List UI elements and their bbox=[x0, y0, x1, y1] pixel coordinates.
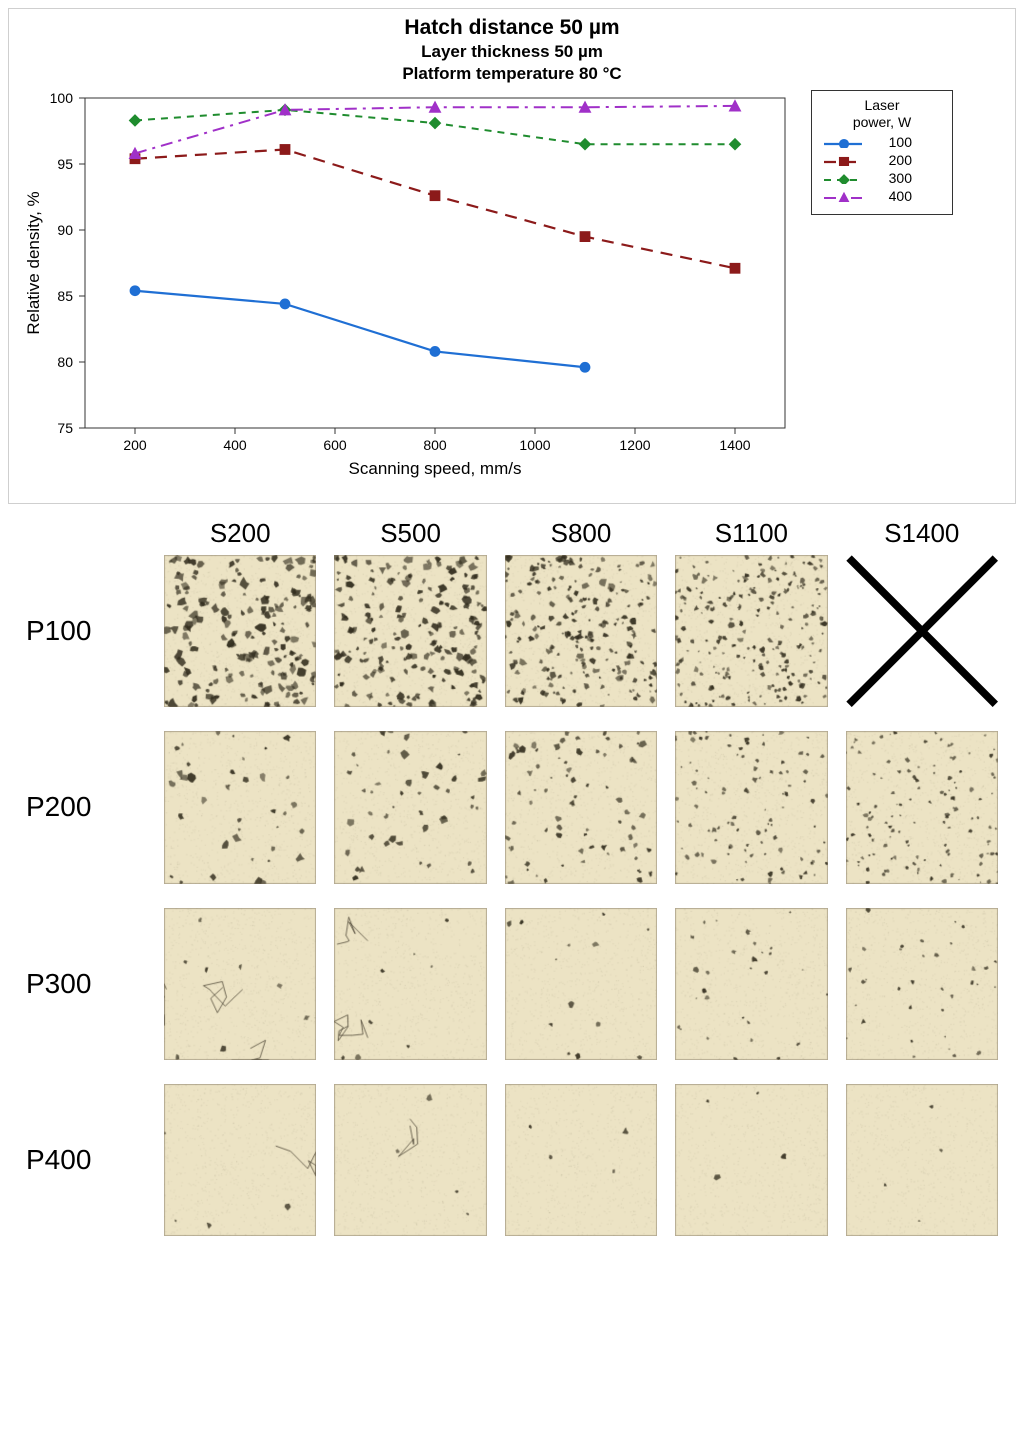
legend: Laser power, W 100 200 300 400 bbox=[811, 90, 953, 216]
row-label: P400 bbox=[26, 1146, 146, 1174]
row-label: P100 bbox=[26, 617, 146, 645]
micrograph-image bbox=[164, 731, 316, 883]
micrograph-image bbox=[334, 1084, 486, 1236]
legend-swatch bbox=[822, 136, 862, 148]
legend-label: 300 bbox=[872, 170, 912, 186]
micrograph-image bbox=[334, 731, 486, 883]
chart-title: Hatch distance 50 µm bbox=[15, 15, 1009, 41]
micrograph-row: P100 bbox=[26, 555, 998, 707]
svg-text:400: 400 bbox=[223, 437, 247, 453]
column-header: S800 bbox=[505, 518, 657, 549]
micrograph-image bbox=[164, 1084, 316, 1236]
row-label: P200 bbox=[26, 793, 146, 821]
micrograph-image bbox=[675, 908, 827, 1060]
svg-text:1400: 1400 bbox=[719, 437, 750, 453]
micrograph-tile bbox=[164, 908, 316, 1060]
micrograph-image bbox=[505, 908, 657, 1060]
micrograph-grid: S200 S500 S800 S1100 S1400 P100 P200 P300 P400 bbox=[26, 518, 998, 1237]
chart-body: 200 400 600 800 1000 1200 1400 75 80 85 90 95 100 Sca… bbox=[15, 90, 1009, 497]
legend-label: 100 bbox=[872, 134, 912, 150]
micrograph-tile bbox=[164, 1084, 316, 1236]
svg-text:Scanning speed, mm/s: Scanning speed, mm/s bbox=[349, 459, 522, 478]
chart-titles: Hatch distance 50 µm Layer thickness 50 … bbox=[15, 15, 1009, 84]
micrograph-row: P400 bbox=[26, 1084, 998, 1236]
svg-text:Relative density, %: Relative density, % bbox=[24, 191, 43, 334]
svg-text:85: 85 bbox=[57, 288, 73, 304]
legend-label: 400 bbox=[872, 188, 912, 204]
density-line-chart: 200 400 600 800 1000 1200 1400 75 80 85 90 95 100 Sca… bbox=[15, 90, 797, 492]
micrograph-tile bbox=[846, 731, 998, 883]
row-label: P300 bbox=[26, 970, 146, 998]
legend-item: 100 bbox=[822, 134, 942, 150]
micrograph-tile bbox=[334, 731, 486, 883]
micrograph-tile bbox=[505, 1084, 657, 1236]
legend-swatch bbox=[822, 172, 862, 184]
micrograph-tile bbox=[505, 731, 657, 883]
density-chart-panel: Hatch distance 50 µm Layer thickness 50 … bbox=[8, 8, 1016, 504]
micrograph-image bbox=[505, 731, 657, 883]
micrograph-image bbox=[164, 908, 316, 1060]
micrograph-image bbox=[505, 555, 657, 707]
legend-title: Laser power, W bbox=[822, 97, 942, 131]
svg-text:75: 75 bbox=[57, 420, 73, 436]
svg-text:600: 600 bbox=[323, 437, 347, 453]
micrograph-image bbox=[675, 1084, 827, 1236]
svg-text:95: 95 bbox=[57, 156, 73, 172]
svg-text:100: 100 bbox=[50, 90, 74, 106]
micrograph-tile bbox=[846, 908, 998, 1060]
legend-item: 400 bbox=[822, 188, 942, 204]
plot-box: 200 400 600 800 1000 1200 1400 75 80 85 90 95 100 Sca… bbox=[15, 90, 797, 497]
micrograph-tile bbox=[164, 731, 316, 883]
micrograph-image bbox=[505, 1084, 657, 1236]
micrograph-tile bbox=[675, 731, 827, 883]
svg-text:80: 80 bbox=[57, 354, 73, 370]
cross-icon bbox=[846, 555, 998, 707]
micrograph-tile bbox=[675, 1084, 827, 1236]
legend-label: 200 bbox=[872, 152, 912, 168]
legend-swatch bbox=[822, 190, 862, 202]
column-header: S1100 bbox=[675, 518, 827, 549]
legend-item: 200 bbox=[822, 152, 942, 168]
micrograph-tile bbox=[334, 908, 486, 1060]
micrograph-image bbox=[675, 555, 827, 707]
micrograph-tile bbox=[846, 1084, 998, 1236]
legend-title-line1: Laser bbox=[864, 97, 899, 113]
micrograph-image bbox=[675, 731, 827, 883]
legend-title-line2: power, W bbox=[853, 114, 911, 130]
svg-text:200: 200 bbox=[123, 437, 147, 453]
micrograph-image bbox=[846, 731, 998, 883]
micrograph-tile bbox=[164, 555, 316, 707]
micrograph-row: P200 bbox=[26, 731, 998, 883]
legend-item: 300 bbox=[822, 170, 942, 186]
column-headers-row: S200 S500 S800 S1100 S1400 bbox=[26, 518, 998, 549]
micrograph-tile bbox=[334, 555, 486, 707]
micrograph-image bbox=[164, 555, 316, 707]
page-root: Hatch distance 50 µm Layer thickness 50 … bbox=[0, 8, 1024, 1236]
column-header: S200 bbox=[164, 518, 316, 549]
micrograph-tile bbox=[675, 555, 827, 707]
micrograph-tile bbox=[505, 555, 657, 707]
chart-subtitle-1: Layer thickness 50 µm bbox=[15, 41, 1009, 62]
micrograph-image bbox=[334, 908, 486, 1060]
column-header: S1400 bbox=[846, 518, 998, 549]
missing-tile bbox=[846, 555, 998, 707]
micrograph-row: P300 bbox=[26, 908, 998, 1060]
svg-text:90: 90 bbox=[57, 222, 73, 238]
micrograph-image bbox=[846, 908, 998, 1060]
svg-text:1200: 1200 bbox=[619, 437, 650, 453]
micrograph-image bbox=[334, 555, 486, 707]
micrograph-tile bbox=[505, 908, 657, 1060]
micrograph-tile bbox=[675, 908, 827, 1060]
chart-subtitle-2: Platform temperature 80 °C bbox=[15, 63, 1009, 84]
micrograph-image bbox=[846, 1084, 998, 1236]
legend-swatch bbox=[822, 154, 862, 166]
svg-text:1000: 1000 bbox=[519, 437, 550, 453]
column-header: S500 bbox=[334, 518, 486, 549]
micrograph-tile bbox=[334, 1084, 486, 1236]
svg-text:800: 800 bbox=[423, 437, 447, 453]
